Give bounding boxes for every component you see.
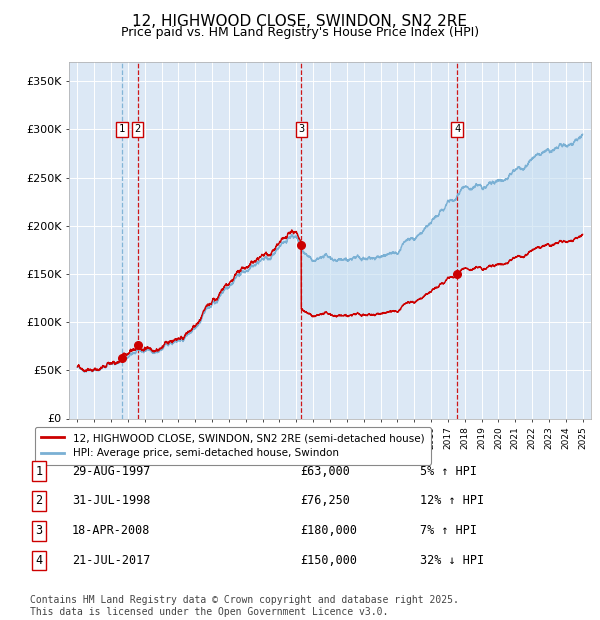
Text: £180,000: £180,000 [300, 525, 357, 537]
Text: 4: 4 [35, 554, 43, 567]
Text: Price paid vs. HM Land Registry's House Price Index (HPI): Price paid vs. HM Land Registry's House … [121, 26, 479, 39]
Text: 1: 1 [119, 125, 125, 135]
Text: 29-AUG-1997: 29-AUG-1997 [72, 465, 151, 477]
Text: 3: 3 [298, 125, 304, 135]
Text: 4: 4 [454, 125, 460, 135]
Text: 3: 3 [35, 525, 43, 537]
Text: 12% ↑ HPI: 12% ↑ HPI [420, 495, 484, 507]
Text: 32% ↓ HPI: 32% ↓ HPI [420, 554, 484, 567]
Text: 12, HIGHWOOD CLOSE, SWINDON, SN2 2RE: 12, HIGHWOOD CLOSE, SWINDON, SN2 2RE [133, 14, 467, 29]
Text: 18-APR-2008: 18-APR-2008 [72, 525, 151, 537]
Text: 7% ↑ HPI: 7% ↑ HPI [420, 525, 477, 537]
Text: 31-JUL-1998: 31-JUL-1998 [72, 495, 151, 507]
Text: Contains HM Land Registry data © Crown copyright and database right 2025.
This d: Contains HM Land Registry data © Crown c… [30, 595, 459, 617]
Text: £150,000: £150,000 [300, 554, 357, 567]
Legend: 12, HIGHWOOD CLOSE, SWINDON, SN2 2RE (semi-detached house), HPI: Average price, : 12, HIGHWOOD CLOSE, SWINDON, SN2 2RE (se… [35, 427, 431, 464]
Text: 2: 2 [134, 125, 141, 135]
Text: £63,000: £63,000 [300, 465, 350, 477]
Text: 5% ↑ HPI: 5% ↑ HPI [420, 465, 477, 477]
Text: 21-JUL-2017: 21-JUL-2017 [72, 554, 151, 567]
Text: £76,250: £76,250 [300, 495, 350, 507]
Text: 2: 2 [35, 495, 43, 507]
Text: 1: 1 [35, 465, 43, 477]
